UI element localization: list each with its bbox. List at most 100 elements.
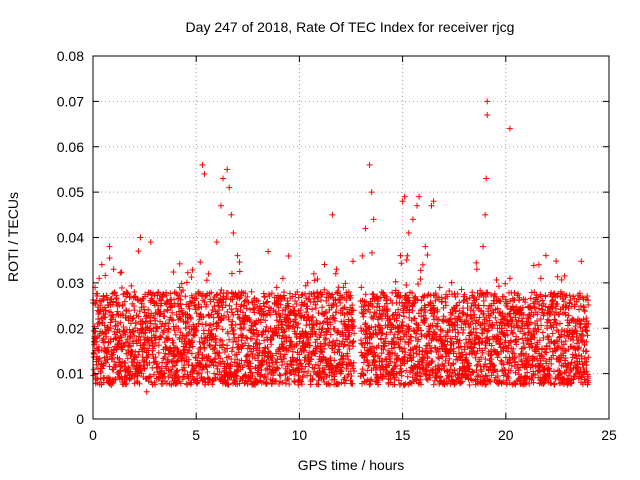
data-point — [202, 303, 209, 310]
data-point — [359, 252, 366, 259]
data-point — [167, 303, 174, 310]
data-point — [201, 344, 208, 351]
data-point — [141, 365, 148, 372]
data-point — [535, 261, 542, 268]
data-point — [446, 288, 453, 295]
data-point — [351, 330, 358, 337]
data-point — [140, 357, 147, 364]
data-point — [161, 354, 168, 361]
data-point — [213, 239, 220, 246]
data-point — [370, 216, 377, 223]
data-point — [417, 267, 424, 274]
data-point — [96, 347, 103, 354]
data-point — [187, 315, 194, 322]
data-point — [151, 343, 158, 350]
data-point — [122, 339, 129, 346]
data-point — [530, 262, 537, 269]
data-point — [103, 333, 110, 340]
data-point — [204, 357, 211, 364]
data-point — [174, 367, 181, 374]
data-point — [545, 366, 552, 373]
data-point — [433, 323, 440, 330]
data-point — [403, 282, 410, 289]
data-point — [159, 359, 166, 366]
data-point — [103, 359, 110, 366]
data-point — [165, 328, 172, 335]
y-tick-label: 0.03 — [57, 275, 84, 291]
data-point — [539, 297, 546, 304]
data-point — [226, 184, 233, 191]
data-point — [102, 307, 109, 314]
data-point — [107, 325, 114, 332]
data-point — [165, 351, 172, 358]
data-point — [145, 306, 152, 313]
data-point — [236, 268, 243, 275]
data-point — [177, 380, 184, 387]
data-point — [96, 355, 103, 362]
data-point — [167, 290, 174, 297]
data-point — [133, 340, 140, 347]
data-point — [403, 256, 410, 263]
data-point — [542, 252, 549, 259]
data-point — [496, 283, 503, 290]
data-point — [228, 270, 235, 277]
data-point — [181, 349, 188, 356]
data-point — [106, 299, 113, 306]
data-point — [130, 314, 137, 321]
data-point — [403, 367, 410, 374]
data-point — [217, 202, 224, 209]
data-point — [458, 286, 465, 293]
data-point — [480, 243, 487, 250]
data-point — [161, 339, 168, 346]
data-point — [584, 293, 591, 300]
data-point — [506, 125, 513, 132]
data-point — [473, 259, 480, 266]
data-point — [174, 291, 181, 298]
data-point — [260, 290, 267, 297]
data-point — [183, 279, 190, 286]
data-point — [145, 351, 152, 358]
data-point — [123, 307, 130, 314]
data-point — [311, 277, 318, 284]
data-point — [173, 344, 180, 351]
data-point — [185, 375, 192, 382]
data-point — [512, 358, 519, 365]
data-point — [333, 302, 340, 309]
data-point — [387, 297, 394, 304]
data-point — [119, 301, 126, 308]
data-point — [102, 330, 109, 337]
data-point — [135, 248, 142, 255]
data-point — [392, 278, 399, 285]
data-point — [358, 340, 365, 347]
data-point — [189, 373, 196, 380]
data-point — [131, 307, 138, 314]
data-point — [398, 260, 405, 267]
data-point — [466, 381, 473, 388]
data-point — [248, 288, 255, 295]
data-point — [510, 380, 517, 387]
data-point — [97, 376, 104, 383]
data-point — [101, 345, 108, 352]
data-point — [548, 380, 555, 387]
data-point — [203, 277, 210, 284]
data-point — [364, 367, 371, 374]
data-point — [180, 287, 187, 294]
data-point — [307, 381, 314, 388]
data-point — [477, 366, 484, 373]
data-point — [310, 270, 317, 277]
x-tick-label: 25 — [601, 427, 617, 443]
data-point — [168, 381, 175, 388]
data-point — [261, 337, 268, 344]
data-point — [168, 303, 175, 310]
data-point — [539, 329, 546, 336]
y-tick-label: 0.05 — [57, 184, 84, 200]
data-point — [401, 381, 408, 388]
data-point — [194, 379, 201, 386]
data-point — [197, 361, 204, 368]
data-point — [473, 266, 480, 273]
data-point — [188, 274, 195, 281]
data-point — [196, 370, 203, 377]
data-point — [358, 284, 365, 291]
data-point — [160, 327, 167, 334]
data-point — [122, 331, 129, 338]
